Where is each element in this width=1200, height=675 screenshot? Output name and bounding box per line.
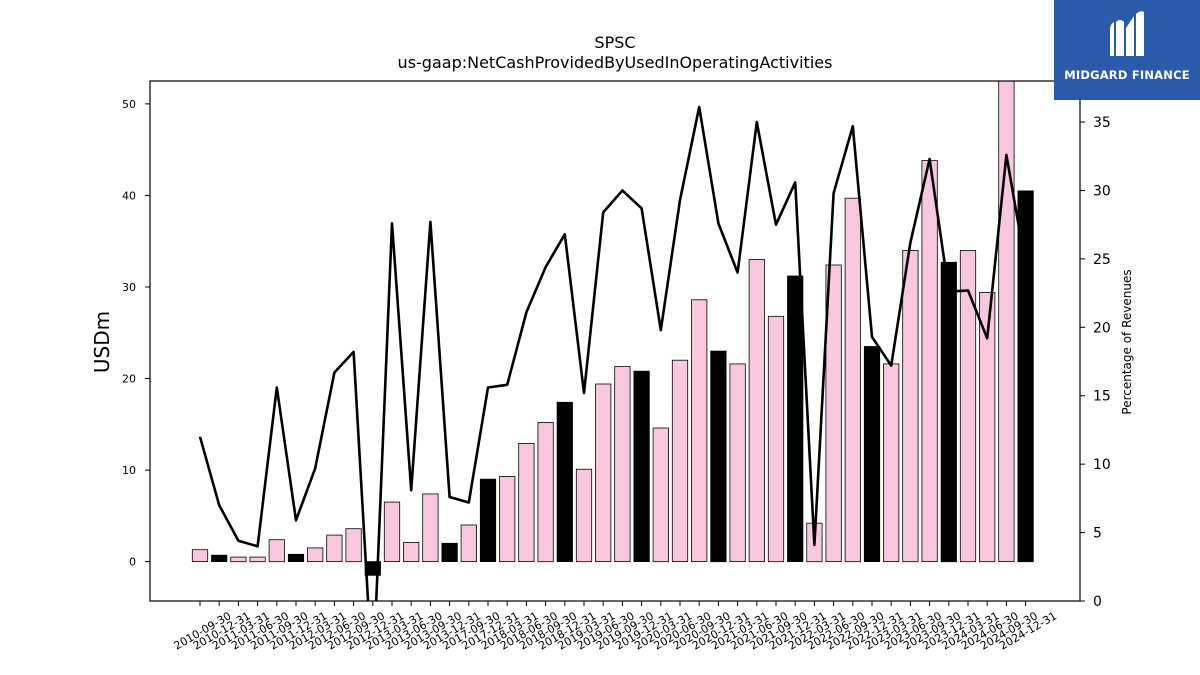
bar-2017-12-31 — [479, 478, 497, 563]
bar-2024-09-30 — [998, 81, 1015, 563]
bar-2019-06-30 — [595, 383, 612, 563]
chart-title: SPSC — [594, 33, 635, 52]
logo-mark-icon — [1110, 11, 1144, 57]
y2-tick-label-35: 35 — [1093, 115, 1111, 131]
bar-2021-03-31 — [729, 363, 746, 562]
bar-2021-06-30 — [748, 259, 765, 563]
bar-2010-12-31 — [211, 554, 228, 563]
y2-tick-label-20: 20 — [1093, 320, 1111, 336]
bar-2011-09-30 — [268, 539, 285, 563]
bar-2020-03-31 — [652, 427, 669, 563]
y2-tick-label-25: 25 — [1093, 252, 1111, 268]
bar-2023-12-31 — [940, 261, 957, 563]
chart-subtitle: us-gaap:NetCashProvidedByUsedInOperating… — [398, 53, 833, 72]
y-axis-right: 0 5 10 15 20 25 30 35 — [1080, 115, 1111, 610]
y2-axis-label: Percentage of Revenues — [1120, 269, 1134, 414]
y-tick-label-30: 30 — [122, 281, 136, 294]
bar-2010-09-30 — [191, 549, 209, 563]
bar-2011-12-31 — [287, 553, 305, 562]
bar-2019-09-30 — [614, 366, 631, 563]
bar-2019-12-31 — [633, 370, 650, 563]
y-axis-label: USDm — [90, 311, 114, 373]
y-tick-label-50: 50 — [122, 98, 136, 111]
y-tick-label-10: 10 — [122, 464, 136, 477]
bar-2020-09-30 — [691, 299, 708, 562]
midgard-finance-logo: MIDGARD FINANCE — [1054, 0, 1200, 100]
y-axis-left: 0 10 20 30 40 50 — [122, 98, 150, 569]
bar-2024-06-30 — [979, 292, 996, 563]
bar-2021-09-30 — [767, 315, 785, 563]
bar-2023-06-30 — [902, 249, 919, 563]
bar-2012-06-30 — [326, 534, 343, 562]
bar-2018-12-31 — [556, 401, 573, 562]
logo-text: MIDGARD FINANCE — [1064, 68, 1190, 82]
line-layer — [198, 105, 1027, 601]
bar-2022-06-30 — [825, 264, 842, 563]
bar-2012-03-31 — [307, 547, 324, 563]
y2-tick-label-10: 10 — [1093, 457, 1111, 473]
bar-2012-09-30 — [345, 528, 362, 563]
bar-2022-12-31 — [863, 346, 881, 563]
y2-tick-label-5: 5 — [1093, 526, 1102, 542]
bar-2020-06-30 — [671, 359, 689, 563]
bar-2018-06-30 — [518, 443, 535, 562]
bar-2024-12-31 — [1017, 190, 1034, 563]
bar-2023-03-31 — [883, 363, 900, 562]
bar-2011-06-30 — [249, 556, 266, 563]
bar-2018-03-31 — [499, 476, 516, 562]
percentage-line — [198, 105, 1027, 601]
y-tick-label-20: 20 — [122, 373, 136, 386]
bar-2022-09-30 — [844, 197, 861, 563]
bar-2024-03-31 — [959, 249, 977, 563]
bar-2021-12-31 — [787, 275, 804, 563]
bar-2019-03-31 — [575, 468, 593, 563]
bar-2013-06-30 — [403, 542, 420, 563]
y2-tick-label-30: 30 — [1093, 183, 1111, 199]
bar-2018-09-30 — [537, 422, 554, 563]
bar-2013-09-30 — [422, 493, 439, 562]
y-tick-label-0: 0 — [129, 556, 136, 569]
bar-2017-09-30 — [460, 524, 477, 562]
y2-tick-label-15: 15 — [1093, 389, 1111, 405]
y-tick-label-40: 40 — [122, 189, 136, 202]
plot-frame — [149, 80, 1081, 602]
bar-2011-03-31 — [230, 556, 247, 563]
bar-2013-03-31 — [383, 501, 401, 563]
bar-2013-12-31 — [441, 542, 458, 562]
bar-2020-12-31 — [710, 350, 727, 563]
bars-layer — [191, 81, 1034, 576]
x-axis: 2010-09-302010-12-312011-03-312011-06-30… — [172, 601, 1059, 653]
plot-border — [149, 80, 1081, 602]
bar-2023-09-30 — [921, 160, 938, 563]
y2-tick-label-0: 0 — [1093, 594, 1102, 610]
